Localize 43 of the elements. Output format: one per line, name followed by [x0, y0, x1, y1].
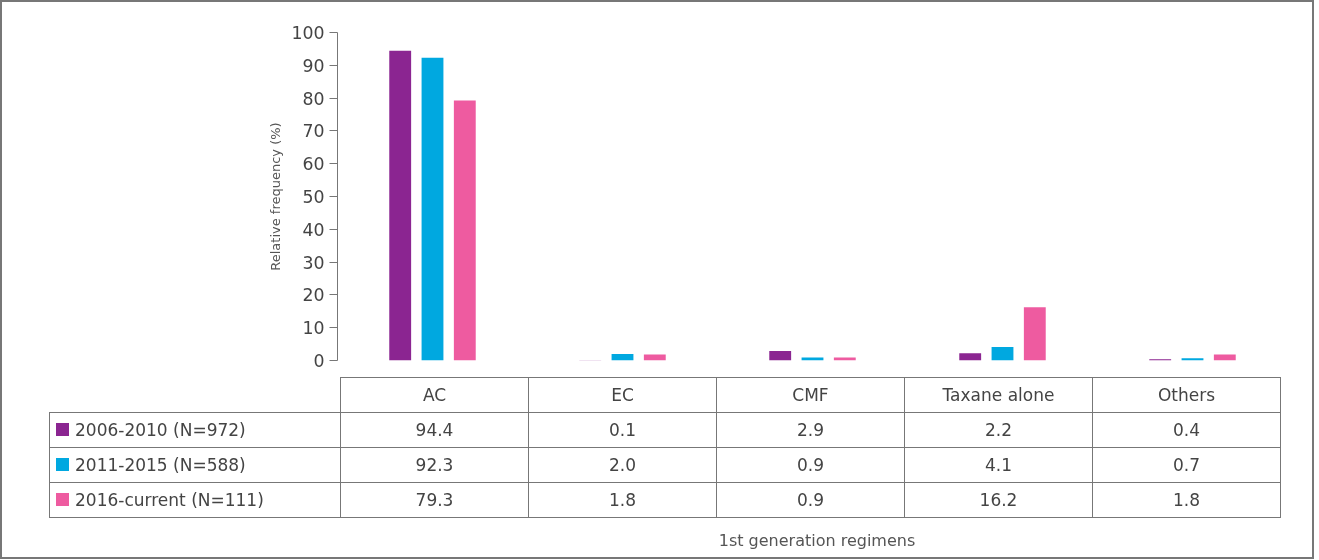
data-label: 79.3 — [340, 482, 529, 518]
y-tick-label: 100 — [291, 23, 325, 43]
y-tick-label: 90 — [302, 55, 325, 76]
y-tick-label: 80 — [302, 88, 325, 109]
data-label: 2.0 — [528, 447, 717, 483]
x-tick-label: CMF — [716, 377, 905, 413]
data-label: 1.8 — [1092, 482, 1281, 518]
legend-label: 2011-2015 (N=588) — [75, 454, 246, 475]
x-tick-label: Others — [1092, 377, 1281, 413]
y-tick-label: 40 — [302, 219, 325, 240]
bar — [1023, 307, 1046, 361]
data-label: 1.8 — [528, 482, 717, 518]
x-tick-label: AC — [340, 377, 529, 413]
data-label: 0.4 — [1092, 412, 1281, 448]
data-label: 16.2 — [904, 482, 1093, 518]
y-axis-title: Relative frequency (%) — [268, 122, 284, 271]
y-tick-label: 50 — [302, 187, 325, 207]
data-label: 0.9 — [716, 447, 905, 483]
x-tick-label: EC — [528, 377, 717, 413]
bar — [389, 50, 412, 361]
data-label: 2.9 — [716, 412, 905, 448]
data-label: 0.1 — [528, 412, 717, 448]
bar — [991, 347, 1014, 361]
x-tick-label: Taxane alone — [904, 377, 1093, 413]
y-tick-label: 30 — [302, 252, 325, 273]
text: 1st generation regimens — [717, 530, 917, 552]
data-label: 94.4 — [340, 412, 529, 448]
y-tick-label: 10 — [302, 318, 325, 339]
y-tick-label: 20 — [302, 285, 325, 306]
y-tick-label: 70 — [302, 121, 325, 142]
y-tick-label: 60 — [302, 154, 325, 175]
data-label: 2.2 — [904, 412, 1093, 448]
bar — [959, 353, 982, 361]
data-label: 0.9 — [716, 482, 905, 518]
legend-label: 2016-current (N=111) — [75, 489, 264, 510]
bar — [769, 350, 792, 361]
bar — [453, 100, 476, 361]
y-tick-label: 0 — [313, 351, 325, 371]
bar — [421, 57, 444, 361]
legend-label: 2006-2010 (N=972) — [75, 419, 246, 440]
data-label: 92.3 — [340, 447, 529, 483]
data-label: 4.1 — [904, 447, 1093, 483]
data-label: 0.7 — [1092, 447, 1281, 483]
